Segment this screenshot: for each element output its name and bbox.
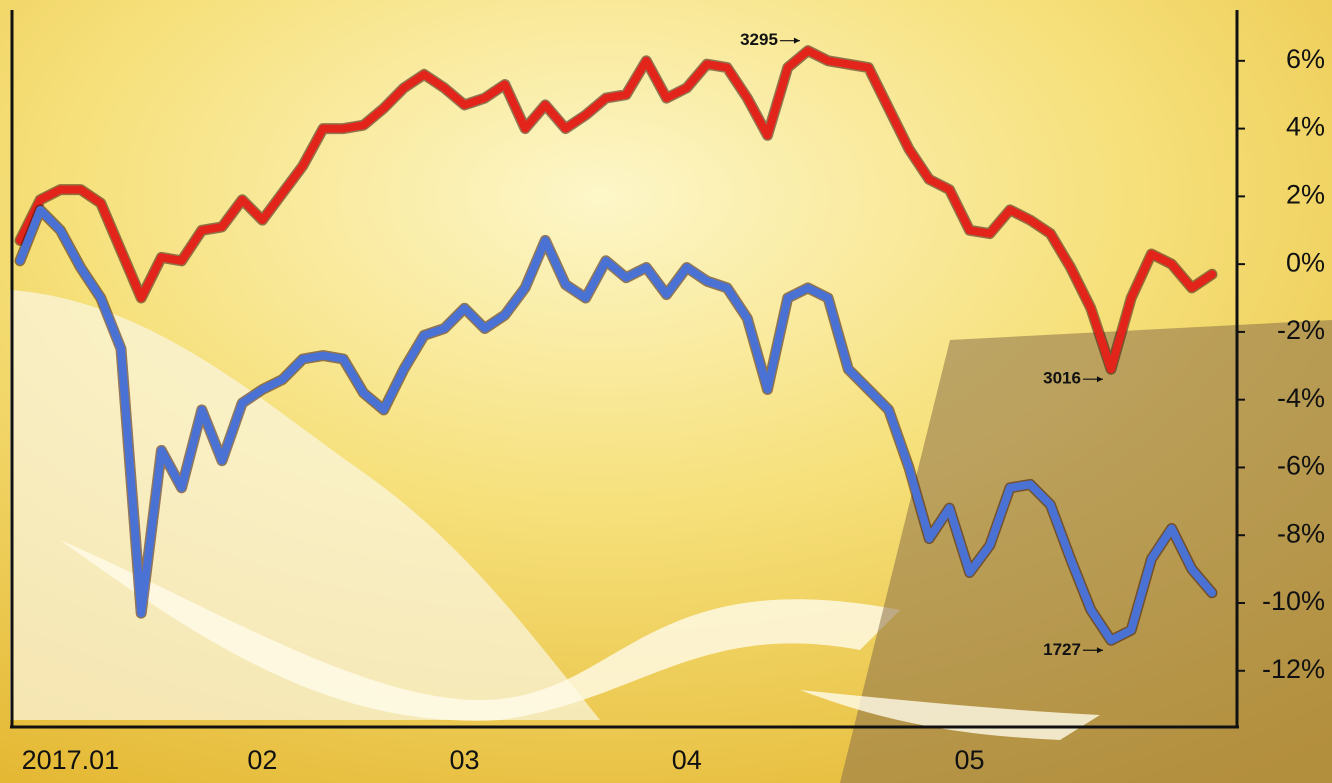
series-line [16,46,1216,374]
x-tick-label: 05 [955,745,985,775]
x-tick-label: 04 [672,745,702,775]
x-tick-label: 03 [449,745,479,775]
y-tick-label: -4% [1277,383,1325,413]
decoration [10,290,600,720]
annotation: 3016 [1043,369,1081,388]
y-tick-label: -6% [1277,451,1325,481]
y-tick-label: -12% [1262,654,1325,684]
y-tick-label: -2% [1277,315,1325,345]
y-tick-label: 4% [1286,112,1325,142]
decoration [60,540,900,721]
decoration [840,320,1332,783]
annotation: 3295 [740,30,778,49]
y-tick-label: 2% [1286,179,1325,209]
y-tick-label: -10% [1262,586,1325,616]
annotation: 1727 [1043,640,1081,659]
annotation-arrowhead [1096,647,1103,654]
annotation-arrowhead [793,37,800,44]
x-tick-label: 02 [247,745,277,775]
y-tick-label: 0% [1286,247,1325,277]
x-tick-label: 2017.01 [22,745,120,775]
annotation-arrowhead [1096,376,1103,383]
y-tick-label: -8% [1277,518,1325,548]
y-tick-label: 6% [1286,44,1325,74]
series-line [16,205,1216,645]
